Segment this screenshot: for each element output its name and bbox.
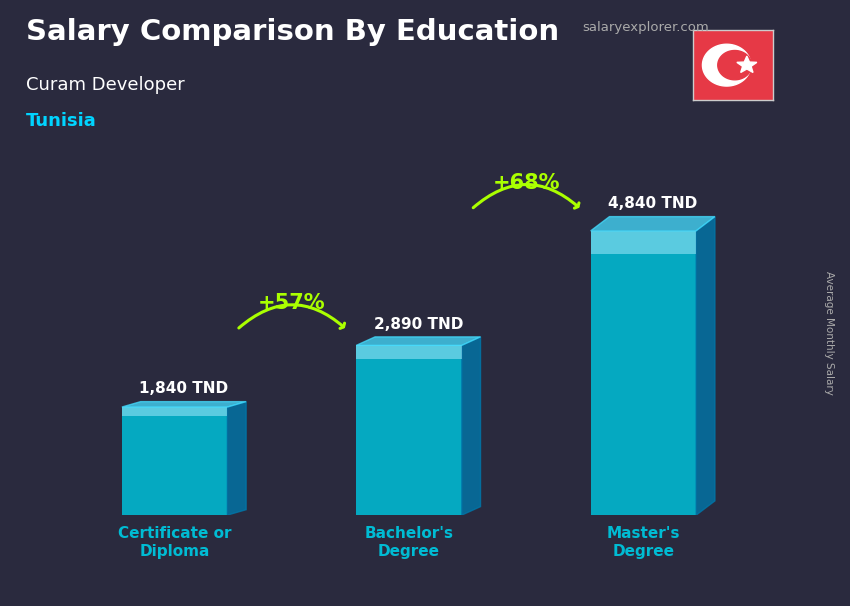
Polygon shape [227,402,246,515]
Polygon shape [717,50,751,80]
Text: 4,840 TND: 4,840 TND [608,196,697,211]
Bar [122,407,227,416]
Polygon shape [356,337,480,345]
Bar [356,345,462,359]
Polygon shape [696,216,715,515]
Text: Salary Comparison By Education: Salary Comparison By Education [26,18,558,46]
Polygon shape [702,44,751,86]
Text: Average Monthly Salary: Average Monthly Salary [824,271,834,395]
Polygon shape [462,337,480,515]
Polygon shape [122,402,246,407]
Text: salaryexplorer.com: salaryexplorer.com [582,21,709,34]
Bar [356,345,462,515]
Text: +68%: +68% [492,173,560,193]
Text: Tunisia: Tunisia [26,112,96,130]
Bar [122,407,227,515]
Bar [591,231,696,253]
Text: Curam Developer: Curam Developer [26,76,184,94]
Text: +57%: +57% [258,293,326,313]
Text: 1,840 TND: 1,840 TND [139,381,229,396]
Polygon shape [737,56,757,73]
Polygon shape [591,216,715,231]
Bar [591,231,696,515]
Text: 2,890 TND: 2,890 TND [374,316,463,331]
